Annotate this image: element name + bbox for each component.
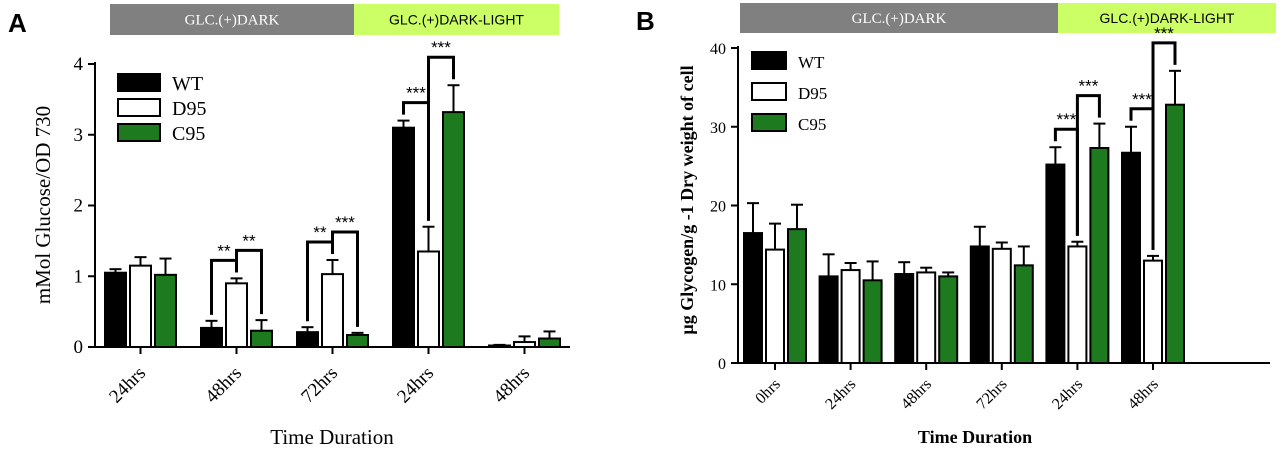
panel-a-y-tick-label-1: 1 <box>74 266 84 287</box>
panel-a-y-tick-label-3: 3 <box>74 125 84 146</box>
panel-b-x-tick-label-5: 48hrs <box>1125 376 1162 413</box>
panel-b-bar-d95-5 <box>1143 259 1163 364</box>
panel-a-sig-label-5: *** <box>431 38 451 57</box>
panel-b-bar-c95-5 <box>1165 103 1185 364</box>
panel-b-bar-wt-1 <box>818 275 839 364</box>
panel-a-x-tick-label-1: 48hrs <box>201 363 246 408</box>
panel-b-legend-label-wt: WT <box>798 53 825 72</box>
panel-b-legend-label-c95: C95 <box>798 115 826 134</box>
panel-a-phase-band-1 <box>110 4 354 35</box>
panel-b-y-tick-label-3: 30 <box>710 120 726 137</box>
panel-a-legend-swatch-d95 <box>117 98 161 117</box>
panel-a-bar-c95-0 <box>154 273 177 348</box>
panel-b-phase-label-2: GLC.(+)DARK-LIGHT <box>1100 10 1235 26</box>
panel-a-x-axis-title: Time Duration <box>270 425 394 449</box>
panel-a-sig-bracket-5 <box>427 55 455 221</box>
panel-a-bar-d95-4 <box>513 341 536 348</box>
panel-b-bar-d95-2 <box>916 271 937 364</box>
panel-a-sig-bracket-3 <box>331 230 359 327</box>
panel-b-bar-d95-4 <box>1067 245 1088 364</box>
panel-a-phase-band-2 <box>354 4 559 35</box>
panel-a-x-tick-label-0: 24hrs <box>105 363 150 408</box>
panel-b-x-tick-label-3: 72hrs <box>973 376 1010 413</box>
panel-letter-b: B <box>636 6 655 36</box>
panel-a-legend-swatch-c95 <box>117 123 161 142</box>
panel-a-y-tick-label-4: 4 <box>74 54 84 75</box>
panel-a-legend-label-c95: C95 <box>172 123 205 145</box>
panel-b-sig-label-3: *** <box>1154 24 1174 43</box>
panel-b-x-tick-label-0: 0hrs <box>752 376 784 408</box>
panel-b-legend-label-d95: D95 <box>798 84 827 103</box>
panel-a-sig-bracket-1 <box>235 248 263 315</box>
panel-b-bar-c95-3 <box>1013 264 1034 365</box>
panel-b-y-tick-label-2: 20 <box>710 199 726 216</box>
panel-a-bar-d95-0 <box>129 264 152 349</box>
panel-a-bar-d95-2 <box>321 273 344 348</box>
panel-b-y-tick-label-4: 40 <box>710 41 726 58</box>
panel-b-chart: GLC.(+)DARK GLC.(+)DARK-LIGHT 0 10 20 30 40 0hr… <box>677 3 1276 447</box>
panel-a-bar-wt-3 <box>392 126 415 348</box>
panel-b-y-tick-label-1: 10 <box>710 277 726 294</box>
panel-b-bar-d95-3 <box>991 247 1012 364</box>
panel-b-phase-band-1 <box>740 3 1058 33</box>
panel-b-bar-wt-4 <box>1045 163 1066 364</box>
panel-a-bar-wt-0 <box>104 271 127 348</box>
panel-a-bar-c95-3 <box>442 111 465 348</box>
panel-b-legend-swatch-d95 <box>751 82 787 101</box>
panel-b-bar-d95-0 <box>765 248 785 365</box>
panel-a-sig-label-4: *** <box>406 84 426 103</box>
panel-a-bar-wt-1 <box>200 326 223 348</box>
panel-b-bar-d95-1 <box>840 269 861 365</box>
panel-b-bar-c95-0 <box>787 228 807 364</box>
panel-b-bar-wt-5 <box>1121 151 1141 364</box>
panel-a-sig-label-2: ** <box>313 223 327 242</box>
panel-a-x-tick-label-3: 24hrs <box>393 363 438 408</box>
panel-b-bar-wt-2 <box>894 273 915 365</box>
panel-b-y-axis-title: µg Glycogen/g -1 Dry weight of cell <box>677 65 697 334</box>
panel-a-legend-label-wt: WT <box>172 73 203 95</box>
panel-b-x-axis-title: Time Duration <box>918 427 1032 447</box>
panel-a-bar-c95-2 <box>346 333 369 349</box>
panel-a-bar-c95-4 <box>538 337 561 349</box>
panel-a-bar-d95-3 <box>417 250 440 348</box>
panel-a-x-tick-label-4: 48hrs <box>489 363 534 408</box>
panel-letter-a: A <box>8 8 27 38</box>
panel-b-sig-label-0: *** <box>1056 110 1076 129</box>
panel-b-bar-wt-3 <box>969 245 990 364</box>
panel-b-bar-c95-1 <box>862 279 883 364</box>
panel-a-bar-c95-1 <box>250 329 273 349</box>
panel-a-sig-label-1: ** <box>242 231 256 250</box>
panel-a-sig-label-3: *** <box>335 213 355 232</box>
panel-b-bar-c95-2 <box>938 275 959 364</box>
panel-a-legend-label-d95: D95 <box>172 98 206 120</box>
panel-a-bar-d95-1 <box>225 282 248 349</box>
panel-a-y-tick-label-2: 2 <box>74 196 84 217</box>
panel-b-bar-c95-4 <box>1089 147 1110 364</box>
panel-a-phase-label-1: GLC.(+)DARK <box>185 13 280 29</box>
panel-b-y-tick-label-0: 0 <box>718 356 726 373</box>
panel-a-legend-swatch-wt <box>117 73 161 92</box>
panel-b-bar-wt-0 <box>743 232 763 364</box>
panel-b-phase-band-2 <box>1058 3 1276 33</box>
panel-a-y-axis-title: mMol Glucose/OD 730 <box>31 106 55 304</box>
panel-b-x-tick-label-4: 24hrs <box>1049 376 1086 413</box>
panel-b-x-tick-label-2: 48hrs <box>898 376 935 413</box>
panel-a-bar-wt-2 <box>296 331 319 348</box>
panel-b-legend-swatch-c95 <box>751 113 787 132</box>
panel-a-y-tick-label-0: 0 <box>74 337 84 358</box>
panel-b-sig-label-2: *** <box>1132 90 1152 109</box>
panel-b-sig-bracket-3 <box>1151 41 1177 250</box>
panel-a-phase-label-2: GLC.(+)DARK-LIGHT <box>389 12 524 28</box>
panel-a-sig-label-0: ** <box>217 241 231 260</box>
panel-b-phase-label-1: GLC.(+)DARK <box>852 11 947 27</box>
panel-b-x-tick-label-1: 24hrs <box>822 376 859 413</box>
panel-b-sig-label-1: *** <box>1078 77 1098 96</box>
panel-b-sig-bracket-1 <box>1075 94 1101 236</box>
panel-b-legend-swatch-wt <box>751 51 787 70</box>
panel-a-x-tick-label-2: 72hrs <box>297 363 342 408</box>
panel-a-chart: GLC.(+)DARK GLC.(+)DARK-LIGHT 0 1 2 3 4 24hrs 48… <box>31 4 570 449</box>
